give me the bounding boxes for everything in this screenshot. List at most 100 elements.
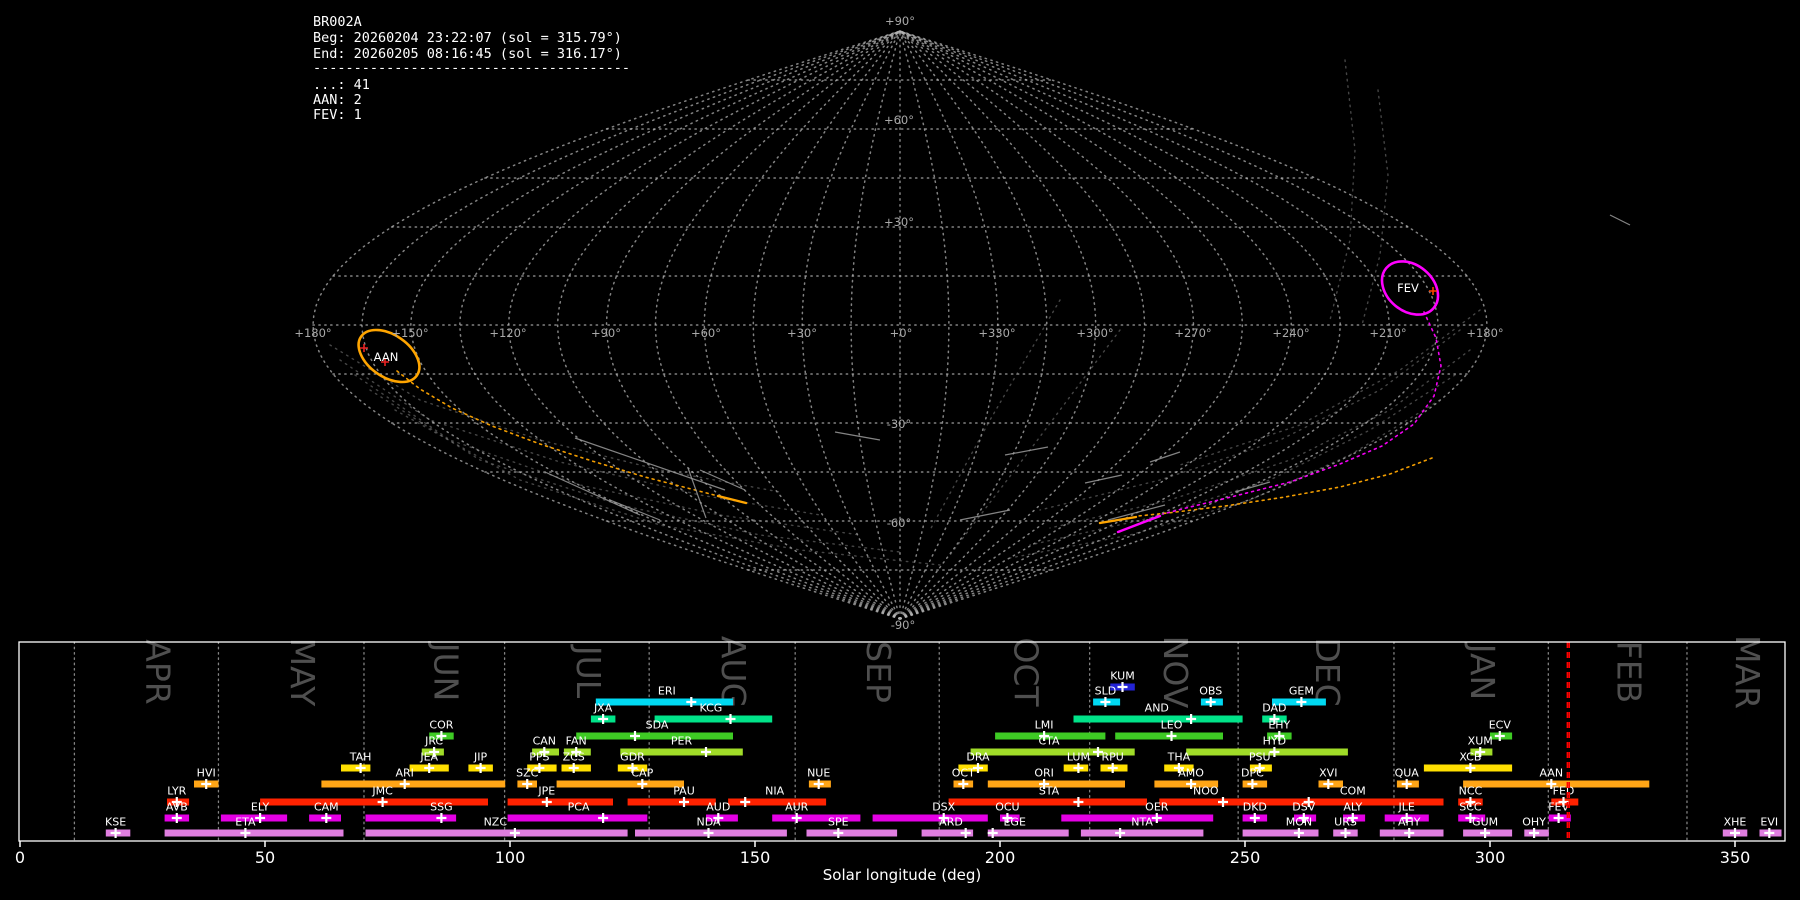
map-label-lat--30: -30° [887, 417, 912, 431]
shower-peak-XHE [1730, 828, 1740, 838]
shower-peak-AUD [713, 813, 724, 823]
shower-label-ARI: ARI [395, 767, 413, 780]
month-label-SEP: SEP [859, 641, 898, 703]
shower-peak-AAN [1546, 779, 1557, 789]
shower-peak-OBS [1205, 697, 1216, 707]
x-tick-label-150: 150 [740, 848, 771, 867]
shower-label-NDA: NDA [696, 816, 721, 829]
shower-peak-JEA [424, 763, 435, 773]
shower-peak-KCG [725, 714, 736, 724]
shower-peak-COM [1303, 797, 1314, 807]
shower-bar-AUR [772, 814, 861, 822]
shower-bar-DSX [872, 814, 988, 822]
map-label-lon-+180: +180° [294, 326, 331, 340]
shower-label-AND: AND [1145, 702, 1169, 715]
shower-label-JXA: JXA [593, 702, 613, 715]
shower-label-AHY: AHY [1398, 816, 1421, 829]
shower-peak-KSE [110, 828, 121, 838]
shower-peak-EVI [1764, 828, 1775, 838]
shower-label-AAN: AAN [1540, 767, 1564, 780]
shower-label-JMC: JMC [371, 785, 393, 798]
begin-time-line: Beg: 20260204 23:22:07 (sol = 315.79°) [313, 30, 622, 46]
shower-peak-DAD [1269, 714, 1280, 724]
shower-peak-SSG [436, 813, 447, 823]
shower-peak-EHY [1274, 731, 1285, 741]
shower-peak-ORI [1039, 779, 1050, 789]
shower-label-NTA: NTA [1131, 816, 1153, 829]
shower-peak-XUM [1475, 747, 1486, 757]
shower-peak-FAN [571, 747, 582, 757]
shower-peak-PPS [534, 763, 545, 773]
shower-peak-AMO [1186, 779, 1197, 789]
station-id: BR002A [313, 14, 362, 30]
shower-peak-AUR [791, 813, 802, 823]
shower-peak-HVI [201, 779, 212, 789]
map-coordinate-labels: +90° -90° +60° +30° -30° -60° +180° +150° +120° +… [294, 14, 1503, 632]
shower-peak-ERI [686, 697, 697, 707]
shower-label-LYR: LYR [167, 785, 186, 798]
map-label-lat-+60: +60° [884, 113, 914, 127]
shower-peak-CAM [321, 813, 332, 823]
shower-peak-ECV [1494, 731, 1505, 741]
shower-label-PER: PER [671, 735, 693, 748]
month-label-FEB: FEB [1610, 641, 1649, 703]
shower-peak-NOO [1218, 797, 1228, 807]
radiant-ellipse-AAN [357, 328, 421, 384]
shower-peak-QUA [1401, 779, 1412, 789]
radiant-ellipse-FEV [1380, 260, 1440, 316]
shower-peak-CTA [1093, 747, 1103, 757]
shower-peak-GDR [627, 763, 638, 773]
shower-bar-NTA [1080, 829, 1204, 837]
shower-label-ECV: ECV [1489, 719, 1512, 732]
shower-label-HYD: HYD [1263, 735, 1286, 748]
month-label-AUG: AUG [714, 636, 753, 708]
map-label-lon-+180: +180° [1466, 326, 1503, 340]
shower-label-FEV: FEV [1548, 801, 1569, 814]
shower-label-OHY: OHY [1522, 816, 1546, 829]
shower-label-AUD: AUD [706, 801, 730, 814]
shower-label-SCC: SCC [1459, 801, 1482, 814]
shower-label-DRA: DRA [966, 751, 990, 764]
shower-label-XHE: XHE [1724, 816, 1747, 829]
x-axis: 0 50 100 150 200 250 300 350 [15, 841, 1750, 867]
end-time-line: End: 20260205 08:16:45 (sol = 316.17°) [313, 46, 622, 62]
month-label-NOV: NOV [1156, 636, 1195, 709]
shower-peak-JMC [377, 797, 388, 807]
shower-bar-SSG [365, 814, 457, 822]
shower-peak-PCA [598, 813, 609, 823]
shower-label-OBS: OBS [1199, 685, 1222, 698]
shower-label-TAH: TAH [349, 751, 372, 764]
shower-label-PPS: PPS [529, 751, 549, 764]
meteor-mark-AAN [381, 358, 389, 366]
shower-bar-STA [948, 798, 1147, 806]
shower-peak-ETA [240, 828, 251, 838]
x-axis-title: Solar longitude (deg) [823, 866, 981, 884]
shower-label-JRC: JRC [424, 735, 443, 748]
shower-label-THA: THA [1167, 751, 1191, 764]
shower-peak-DRA [973, 763, 983, 773]
shower-label-GDR: GDR [620, 751, 645, 764]
count-aan: AAN: 2 [313, 92, 362, 108]
shower-label-EVI: EVI [1760, 816, 1778, 829]
shower-peak-OER [1151, 813, 1162, 823]
shower-bar-ELY [220, 814, 288, 822]
shower-label-NOO: NOO [1193, 785, 1219, 798]
shower-peak-DPC [1247, 779, 1258, 789]
meteor-streaks [544, 214, 1631, 521]
shower-peak-SCC [1465, 813, 1476, 823]
shower-label-SDA: SDA [646, 719, 669, 732]
shower-peak-SDA [630, 731, 640, 741]
shower-peak-NUE [813, 779, 824, 789]
shower-label-KSE: KSE [105, 816, 126, 829]
shower-peak-OHY [1529, 828, 1540, 838]
shower-bar-LMI [995, 732, 1106, 740]
map-label-north-pole: +90° [885, 14, 915, 28]
shower-bar-MON [1242, 829, 1319, 837]
shower-label-SLD: SLD [1095, 685, 1117, 698]
shower-peak-SPE [833, 828, 844, 838]
month-label-DEC: DEC [1308, 637, 1347, 706]
shower-label-OCT: OCT [952, 767, 975, 780]
shower-peak-JPE [541, 797, 552, 807]
shower-peak-HYD [1269, 747, 1280, 757]
shower-peak-PSU [1254, 763, 1265, 773]
